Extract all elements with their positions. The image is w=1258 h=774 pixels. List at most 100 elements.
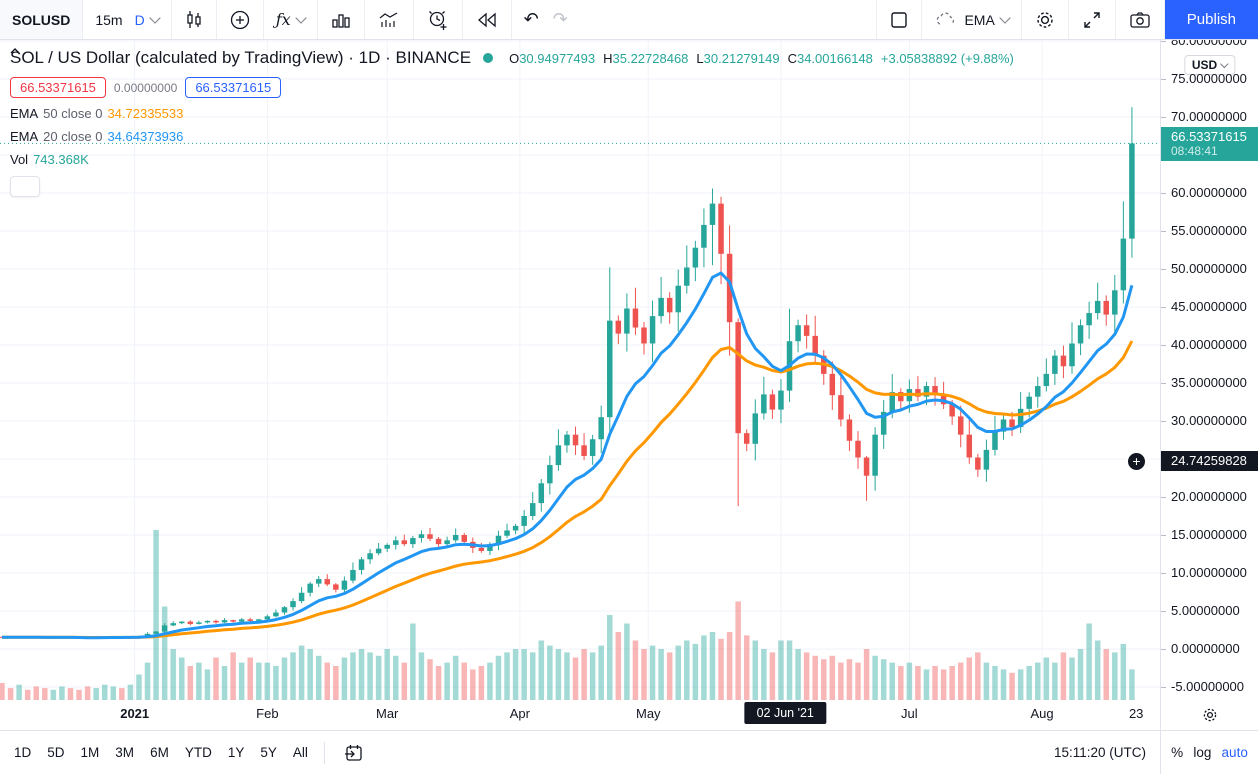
clock-utc[interactable]: 15:11:20 (UTC) xyxy=(1053,745,1146,760)
toolbar-spacer xyxy=(580,0,877,39)
plus-circle-icon xyxy=(230,10,249,29)
market-status-dot-icon[interactable] xyxy=(483,53,494,63)
price-tick-label: 40.00000000 xyxy=(1161,337,1258,353)
currency-toggle-button[interactable]: USD xyxy=(1183,55,1236,75)
date-range-buttons: 1D 5D 1M 3M 6M YTD 1Y 5Y All xyxy=(0,741,316,764)
range-button-1m[interactable]: 1M xyxy=(80,745,100,760)
alarm-clock-plus-icon xyxy=(428,10,447,30)
crosshair-date-tooltip: 02 Jun '21 xyxy=(744,702,826,724)
redo-button[interactable]: ↷ xyxy=(552,9,568,29)
chart-style-button[interactable] xyxy=(172,0,217,39)
range-button-6m[interactable]: 6M xyxy=(150,745,169,760)
high-value: 35.22728468 xyxy=(612,50,689,66)
go-to-date-button[interactable] xyxy=(333,741,375,765)
log-scale-button[interactable]: log xyxy=(1193,745,1212,760)
timeframe-day-label: D xyxy=(134,11,145,28)
settings-button[interactable] xyxy=(1022,0,1069,39)
price-tick-label: 80.00000000 xyxy=(1161,40,1258,49)
time-axis-row: 02 Jun '21 2021 Feb Mar Apr May Jul Aug 23 xyxy=(0,700,1258,731)
compare-add-button[interactable] xyxy=(217,0,264,39)
camera-icon xyxy=(1130,11,1150,28)
series-title[interactable]: SOL / US Dollar (calculated by TradingVi… xyxy=(10,48,472,67)
ema20-legend-row[interactable]: EMA 20 close 0 34.64373936 xyxy=(10,129,184,144)
ohlc-values: O30.94977493 H35.22728468 L30.21279149 C… xyxy=(509,50,1014,66)
layout-name-label: EMA xyxy=(964,11,995,28)
range-button-3m[interactable]: 3M xyxy=(115,745,135,760)
alert-button[interactable] xyxy=(414,0,463,39)
price-tick-label: 30.00000000 xyxy=(1161,413,1258,429)
layout-square-icon xyxy=(891,11,908,28)
open-value: 30.94977493 xyxy=(519,50,596,66)
chevron-down-icon xyxy=(999,11,1011,24)
fundamentals-button[interactable] xyxy=(365,0,414,39)
close-value: 34.00166148 xyxy=(796,50,873,66)
save-layout-button[interactable]: EMA xyxy=(922,0,1022,39)
low-value: 30.21279149 xyxy=(703,50,780,66)
fx-indicators-icon: ƒx xyxy=(275,10,291,29)
range-button-all[interactable]: All xyxy=(292,745,308,760)
legend-collapse-button[interactable] xyxy=(10,48,40,197)
bar-chart-icon xyxy=(332,13,350,28)
price-tick-label: 70.00000000 xyxy=(1161,109,1258,125)
ema50-legend-row[interactable]: EMA 50 close 0 34.72335533 xyxy=(10,106,184,121)
range-button-5y[interactable]: 5Y xyxy=(260,745,277,760)
top-toolbar: SOLUSD 15m D ƒx xyxy=(0,0,1258,40)
indicator-templates-button[interactable] xyxy=(318,0,365,39)
bar-countdown: 08:48:41 xyxy=(1171,144,1218,159)
symbol-button[interactable]: SOLUSD xyxy=(0,0,84,39)
time-tick-label: Apr xyxy=(509,706,530,721)
currency-label: USD xyxy=(1191,58,1218,72)
snapshot-button[interactable] xyxy=(1116,0,1165,39)
range-button-ytd[interactable]: YTD xyxy=(184,745,212,760)
ema50-value: 34.72335533 xyxy=(107,106,184,121)
time-tick-label: May xyxy=(635,706,661,721)
chart-pane[interactable]: SOL / US Dollar (calculated by TradingVi… xyxy=(0,40,1160,700)
price-tick-label: 15.00000000 xyxy=(1161,527,1258,543)
buy-price-button[interactable]: 66.53371615 xyxy=(185,77,282,98)
range-button-5d[interactable]: 5D xyxy=(47,745,65,760)
auto-scale-button[interactable]: auto xyxy=(1221,745,1248,760)
change-value: +3.05838892 (+9.88%) xyxy=(880,50,1014,66)
price-tick-label: 50.00000000 xyxy=(1161,261,1258,277)
range-button-1d[interactable]: 1D xyxy=(14,745,32,760)
gear-icon xyxy=(1037,11,1053,28)
cloud-icon xyxy=(937,12,955,25)
undo-button[interactable]: ↶ xyxy=(523,9,539,29)
bottom-toolbar: 1D 5D 1M 3M 6M YTD 1Y 5Y All 15:11:20 (UTC) % lo… xyxy=(0,731,1258,774)
layout-button[interactable] xyxy=(876,0,923,39)
spread-value: 0.00000000 xyxy=(113,80,178,95)
candlestick-chart xyxy=(0,40,1160,700)
volume-legend-row[interactable]: Vol 743.368K xyxy=(10,152,89,167)
price-tick-label: 20.00000000 xyxy=(1161,489,1258,505)
percent-scale-button[interactable]: % xyxy=(1171,745,1184,760)
chevron-down-icon xyxy=(149,11,161,24)
candles-icon xyxy=(187,10,201,28)
price-tick-label: 10.00000000 xyxy=(1161,565,1258,581)
legend-title-row: SOL / US Dollar (calculated by TradingVi… xyxy=(10,48,1014,68)
price-axis[interactable]: USD 66.53371615 08:48:41 24.74259828 80.… xyxy=(1160,40,1258,700)
bar-replay-button[interactable] xyxy=(463,0,512,39)
add-alert-plus-button[interactable]: + xyxy=(1126,450,1147,472)
ema20-value: 34.64373936 xyxy=(107,129,184,144)
publish-button[interactable]: Publish xyxy=(1164,0,1258,39)
range-button-1y[interactable]: 1Y xyxy=(227,745,245,760)
indicators-button[interactable]: ƒx xyxy=(264,0,318,39)
chart-main: SOL / US Dollar (calculated by TradingVi… xyxy=(0,40,1258,700)
last-price-tag: 66.53371615 08:48:41 xyxy=(1161,127,1258,162)
last-price-value: 66.53371615 xyxy=(1171,129,1247,145)
scale-options: % log auto xyxy=(1160,731,1258,774)
time-tick-label: Jul xyxy=(901,706,918,721)
price-tick-label: 35.00000000 xyxy=(1161,375,1258,391)
fullscreen-button[interactable] xyxy=(1069,0,1116,39)
sell-price-button[interactable]: 66.53371615 xyxy=(10,77,106,98)
axis-settings-button[interactable] xyxy=(1160,700,1258,730)
ema20-params: 20 close 0 xyxy=(43,129,103,144)
interval-button[interactable]: 15m D xyxy=(83,0,172,39)
undo-redo-group: ↶ ↷ xyxy=(512,0,580,39)
crosshair-price-tag: 24.74259828 xyxy=(1161,450,1258,471)
time-axis[interactable]: 02 Jun '21 2021 Feb Mar Apr May Jul Aug 23 xyxy=(0,700,1160,730)
gear-icon xyxy=(1203,708,1216,722)
time-tick-label: 2021 xyxy=(120,706,150,721)
price-tick-label: 45.00000000 xyxy=(1161,299,1258,315)
